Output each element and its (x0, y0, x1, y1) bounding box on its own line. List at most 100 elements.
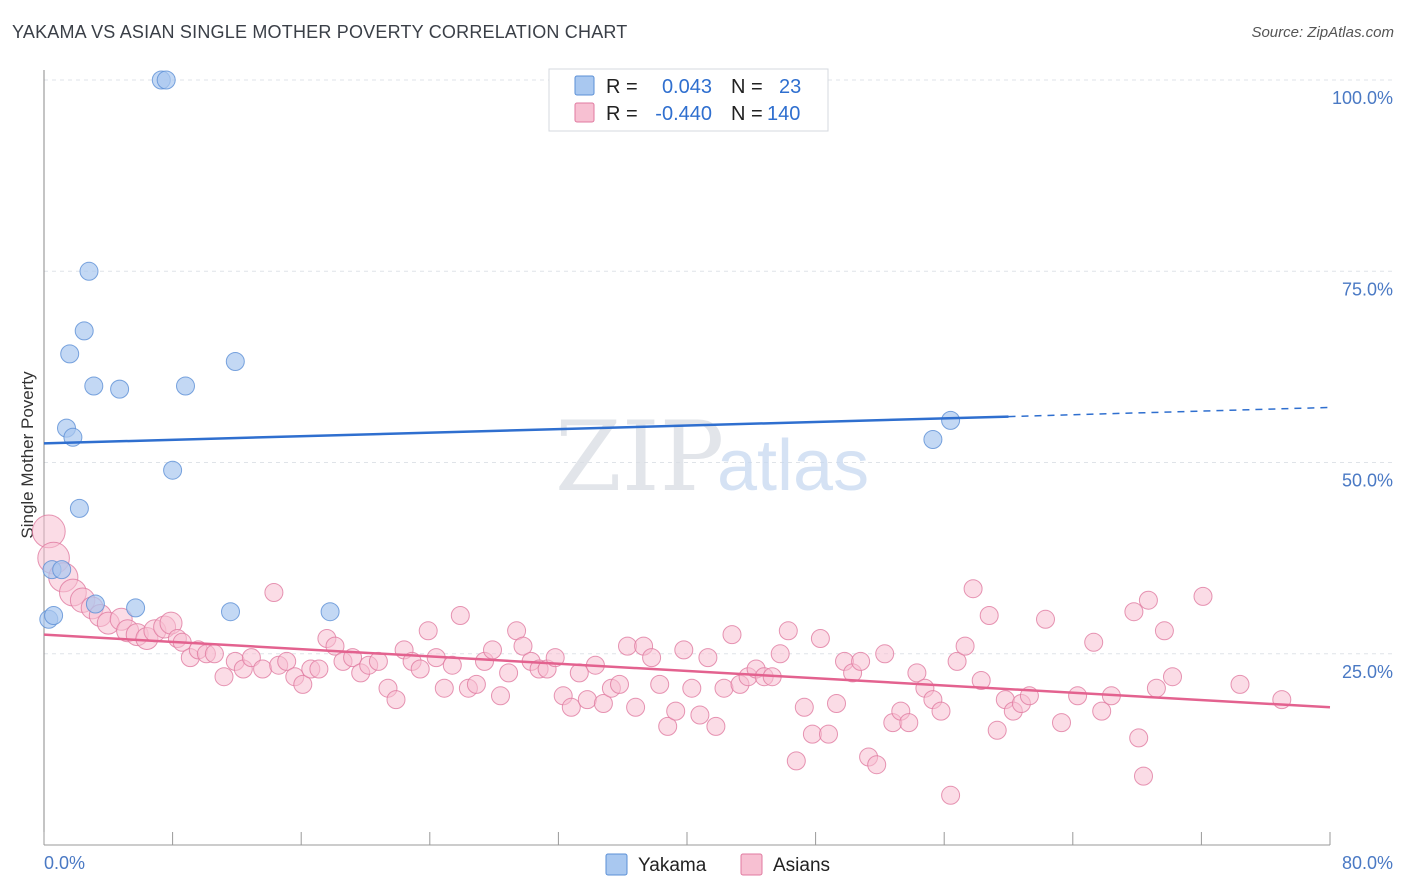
yakama-point (156, 70, 176, 90)
yakama-point (923, 430, 943, 449)
stats-r-value-yakama: 0.043 (662, 76, 712, 98)
gridlines (44, 79, 1393, 655)
asians-point (819, 724, 838, 744)
asians-point (610, 674, 629, 694)
yakama-point (126, 598, 146, 618)
asians-point (450, 606, 470, 625)
y-tick-labels: 100.0% 75.0% 50.0% 25.0% (1332, 88, 1393, 682)
yakama-point (74, 321, 94, 341)
asians-point (810, 629, 830, 648)
asians-point (650, 674, 670, 694)
asians-point (1124, 602, 1144, 622)
asians-point (722, 625, 742, 645)
stats-n-label-asians: N = (731, 103, 763, 125)
stats-box-frame (548, 68, 829, 132)
x-axis-ticks (43, 832, 1331, 845)
asians-point (577, 690, 597, 710)
asians-point (1230, 674, 1250, 694)
yakama-point (84, 376, 104, 396)
yakama-point (69, 498, 89, 518)
yakama-trend-line (43, 415, 1009, 445)
watermark-atlas: atlas (717, 426, 869, 506)
data-points (31, 70, 1292, 805)
yakama-point (225, 352, 245, 371)
asians-point (253, 659, 273, 679)
asians-point (204, 644, 224, 664)
asians-point (827, 694, 846, 713)
source-credit: Source: ZipAtlas.com (1251, 24, 1394, 41)
asians-point (491, 686, 510, 706)
asians-point (658, 716, 678, 736)
asians-point (698, 648, 718, 668)
asians-point (1146, 678, 1166, 698)
y-tick-label: 25.0% (1342, 662, 1393, 682)
asians-point (1154, 621, 1174, 641)
asians-point (1092, 701, 1112, 721)
asians-point (947, 651, 967, 671)
legend-label-asians: Asians (773, 855, 830, 876)
y-axis-label: Single Mother Poverty (18, 371, 37, 539)
asians-point (875, 644, 895, 664)
asians-point (1084, 632, 1104, 652)
stats-swatch-yakama (574, 75, 595, 96)
asians-point (851, 651, 871, 671)
stats-n-value-yakama: 23 (779, 76, 801, 98)
stats-r-label-asians: R = (606, 103, 638, 125)
asians-point (682, 678, 702, 698)
asians-point (899, 713, 919, 733)
asians-point (778, 621, 798, 641)
asians-point (626, 697, 646, 717)
asians-point (1193, 586, 1213, 606)
yakama-point (110, 379, 130, 399)
yakama-point (176, 376, 195, 396)
y-tick-label: 100.0% (1332, 88, 1393, 108)
asians-point (434, 678, 454, 698)
asians-point (1068, 686, 1088, 706)
asians-point (483, 640, 502, 660)
asians-point (418, 621, 438, 641)
x-tick-label-max: 80.0% (1342, 853, 1393, 873)
asians-point (1036, 609, 1055, 629)
asians-point (214, 667, 234, 687)
asians-point (309, 659, 329, 679)
yakama-point (163, 460, 183, 480)
stats-swatch-asians (574, 102, 595, 123)
yakama-point (79, 261, 99, 281)
asians-point (241, 648, 261, 668)
stats-r-value-asians: -0.440 (655, 103, 712, 125)
asians-point (674, 640, 694, 660)
asians-point (1129, 728, 1149, 748)
asians-point (786, 751, 806, 771)
asians-point (642, 648, 662, 668)
yakama-point (85, 594, 105, 614)
asians-point (770, 644, 790, 664)
chart-title: YAKAMA VS ASIAN SINGLE MOTHER POVERTY CO… (12, 22, 628, 42)
asians-point (867, 755, 887, 775)
asians-point (264, 583, 284, 602)
asians-point (979, 606, 999, 625)
legend-label-yakama: Yakama (638, 855, 707, 876)
yakama-point (941, 410, 961, 430)
asians-point (386, 690, 406, 710)
asians-point (442, 655, 462, 675)
yakama-point (221, 602, 240, 622)
asians-point (499, 663, 519, 683)
asians-point (1138, 590, 1158, 610)
yakama-trend-extension (1008, 406, 1331, 418)
trend-lines (43, 406, 1331, 709)
asians-point (410, 659, 430, 679)
asians-point (1052, 713, 1071, 733)
legend-swatch-yakama (605, 853, 628, 876)
yakama-point (44, 606, 64, 625)
asians-point (618, 636, 637, 656)
legend-swatch-asians (740, 853, 763, 876)
asians-point (666, 701, 686, 721)
asians-point (971, 671, 991, 690)
stats-box: R = 0.043 N = 23 R = -0.440 N = 140 (548, 68, 829, 132)
yakama-point (52, 560, 72, 580)
asians-point (1134, 766, 1153, 786)
legend: Yakama Asians (605, 853, 830, 876)
stats-n-label-yakama: N = (731, 76, 763, 98)
y-tick-label: 75.0% (1342, 279, 1393, 299)
